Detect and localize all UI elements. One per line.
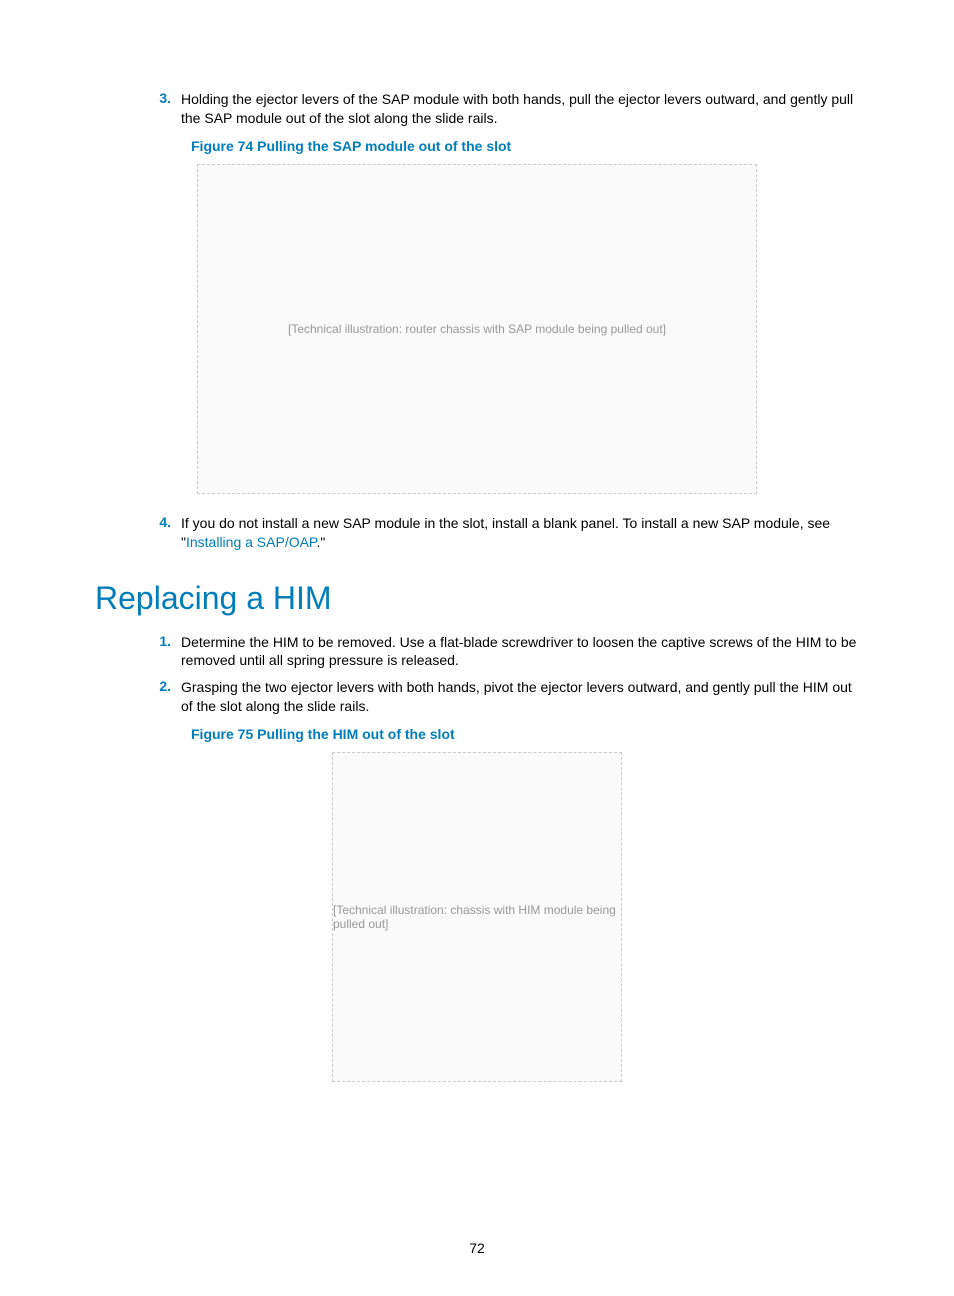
link-installing-sap-oap[interactable]: Installing a SAP/OAP [186, 534, 316, 550]
step-text: If you do not install a new SAP module i… [181, 514, 859, 552]
step-text: Determine the HIM to be removed. Use a f… [181, 633, 859, 671]
step-4-text-after: ." [316, 534, 325, 550]
him-step-1: 1. Determine the HIM to be removed. Use … [95, 633, 859, 671]
step-number: 2. [155, 678, 181, 716]
figure-74-caption: Figure 74 Pulling the SAP module out of … [95, 138, 859, 154]
step-number: 4. [155, 514, 181, 552]
him-step-2: 2. Grasping the two ejector levers with … [95, 678, 859, 716]
step-text: Grasping the two ejector levers with bot… [181, 678, 859, 716]
step-4: 4. If you do not install a new SAP modul… [95, 514, 859, 552]
figure-75-container: [Technical illustration: chassis with HI… [95, 752, 859, 1082]
step-text: Holding the ejector levers of the SAP mo… [181, 90, 859, 128]
figure-75-caption: Figure 75 Pulling the HIM out of the slo… [95, 726, 859, 742]
figure-74-image: [Technical illustration: router chassis … [197, 164, 757, 494]
figure-74-container: [Technical illustration: router chassis … [95, 164, 859, 494]
figure-75-image: [Technical illustration: chassis with HI… [332, 752, 622, 1082]
step-number: 1. [155, 633, 181, 671]
section-heading-replacing-him: Replacing a HIM [95, 580, 859, 617]
page-number: 72 [0, 1240, 954, 1256]
step-3: 3. Holding the ejector levers of the SAP… [95, 90, 859, 128]
page-content: 3. Holding the ejector levers of the SAP… [95, 90, 859, 1082]
step-number: 3. [155, 90, 181, 128]
